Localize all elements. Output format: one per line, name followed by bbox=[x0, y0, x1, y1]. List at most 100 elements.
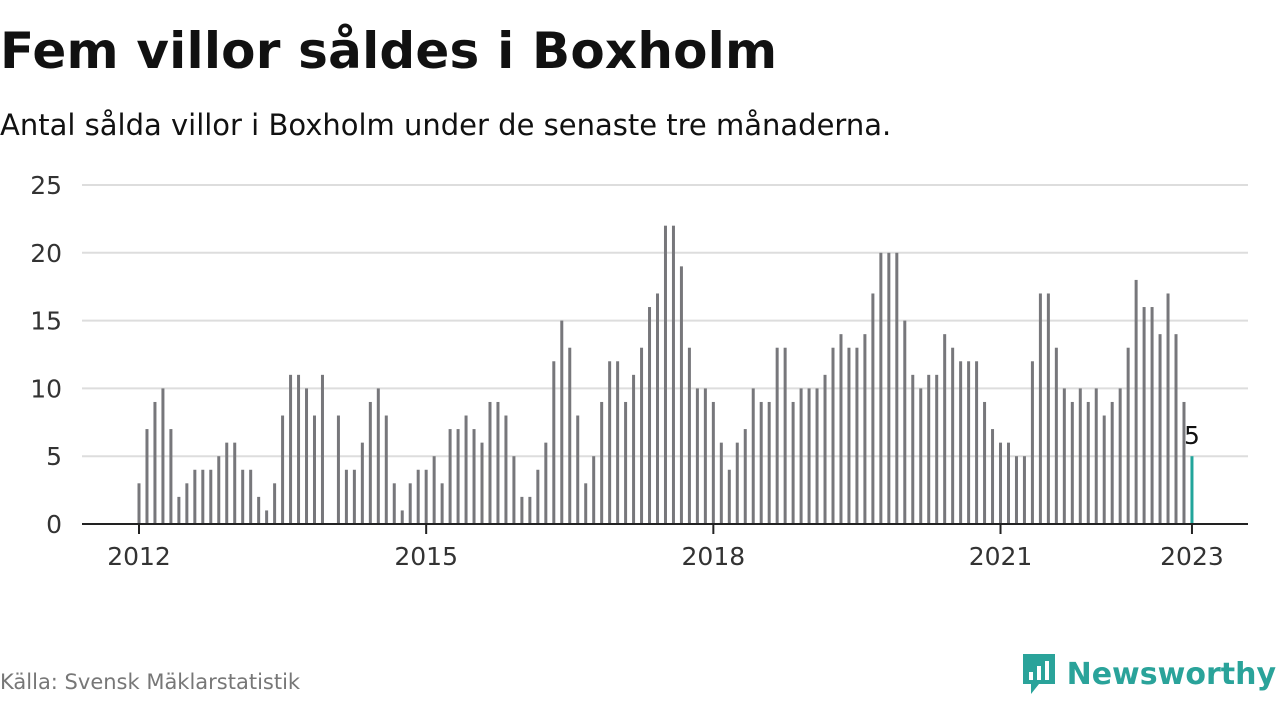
bar bbox=[400, 510, 404, 524]
x-tick-label: 2015 bbox=[394, 542, 458, 571]
bar bbox=[592, 456, 596, 524]
bar bbox=[1150, 307, 1154, 524]
bar bbox=[225, 442, 229, 524]
bar bbox=[1014, 456, 1018, 524]
bar bbox=[472, 429, 476, 524]
bar bbox=[193, 469, 197, 524]
bar bbox=[552, 361, 556, 524]
bar bbox=[895, 252, 899, 525]
bar bbox=[847, 347, 851, 524]
bar bbox=[1078, 388, 1082, 524]
bar bbox=[161, 388, 165, 524]
bar bbox=[823, 374, 827, 524]
bar bbox=[663, 225, 667, 524]
bar bbox=[703, 388, 707, 524]
bar bbox=[265, 510, 269, 524]
bar bbox=[584, 483, 588, 524]
bar bbox=[145, 429, 149, 524]
bar bbox=[919, 388, 923, 524]
bar bbox=[496, 401, 500, 524]
bar bbox=[560, 320, 564, 524]
bar bbox=[536, 469, 540, 524]
bar bbox=[1022, 456, 1026, 524]
bar bbox=[927, 374, 931, 524]
y-tick-label: 15 bbox=[30, 307, 62, 336]
bar-chart: 0 5 10 15 20 25 2012 2015 2018 2021 2023 5 bbox=[30, 171, 1248, 571]
bar bbox=[767, 401, 771, 524]
highlight-data-label: 5 bbox=[1184, 421, 1200, 450]
bar bbox=[1126, 347, 1130, 524]
bar bbox=[209, 469, 213, 524]
bar bbox=[312, 415, 316, 524]
y-tick-label: 5 bbox=[46, 442, 62, 471]
bar bbox=[408, 483, 412, 524]
bar bbox=[297, 374, 301, 524]
bar bbox=[791, 401, 795, 524]
bars bbox=[137, 225, 1194, 525]
bar bbox=[257, 496, 261, 524]
bar bbox=[480, 442, 484, 524]
bar bbox=[1086, 401, 1090, 524]
bar bbox=[959, 361, 963, 524]
highlighted-bar bbox=[1190, 456, 1194, 524]
bar bbox=[432, 456, 436, 524]
bar bbox=[983, 401, 987, 524]
bar bbox=[735, 442, 739, 524]
bar bbox=[640, 347, 644, 524]
bar bbox=[807, 388, 811, 524]
bar bbox=[1102, 415, 1106, 524]
bar bbox=[855, 347, 859, 524]
bar bbox=[1174, 334, 1178, 524]
bar bbox=[201, 469, 205, 524]
chart-subtitle: Antal sålda villor i Boxholm under de se… bbox=[0, 108, 892, 142]
bar bbox=[376, 388, 380, 524]
bar bbox=[695, 388, 699, 524]
bar bbox=[935, 374, 939, 524]
bar bbox=[488, 401, 492, 524]
x-axis-ticks: 2012 2015 2018 2021 2023 bbox=[107, 524, 1224, 571]
bar bbox=[759, 401, 763, 524]
bar bbox=[352, 469, 356, 524]
bar bbox=[1118, 388, 1122, 524]
bar bbox=[273, 483, 277, 524]
bar bbox=[185, 483, 189, 524]
bar bbox=[719, 442, 723, 524]
bar bbox=[576, 415, 580, 524]
bar bbox=[608, 361, 612, 524]
bar bbox=[999, 442, 1003, 524]
bar bbox=[871, 293, 875, 524]
bar bbox=[775, 347, 779, 524]
bar bbox=[416, 469, 420, 524]
bar bbox=[863, 334, 867, 524]
x-tick-label: 2021 bbox=[969, 542, 1033, 571]
bar bbox=[241, 469, 245, 524]
bar bbox=[600, 401, 604, 524]
bar bbox=[975, 361, 979, 524]
brand-name: Newsworthy bbox=[1066, 656, 1276, 692]
bar bbox=[1134, 279, 1138, 524]
bar bbox=[153, 401, 157, 524]
bar bbox=[528, 496, 532, 524]
bar bbox=[217, 456, 221, 524]
bar bbox=[1062, 388, 1066, 524]
bar bbox=[616, 361, 620, 524]
bar bbox=[648, 307, 652, 524]
bar bbox=[632, 374, 636, 524]
bar bbox=[344, 469, 348, 524]
bar-chart-icon bbox=[1022, 654, 1055, 694]
bar bbox=[544, 442, 548, 524]
bar bbox=[839, 334, 843, 524]
bar bbox=[137, 483, 141, 524]
bar bbox=[233, 442, 237, 524]
y-tick-label: 0 bbox=[46, 510, 62, 539]
bar bbox=[384, 415, 388, 524]
bar bbox=[1038, 293, 1042, 524]
bar bbox=[249, 469, 253, 524]
bar bbox=[424, 469, 428, 524]
x-tick-label: 2018 bbox=[682, 542, 746, 571]
bar bbox=[711, 401, 715, 524]
bar bbox=[177, 496, 181, 524]
annotations: 5 bbox=[1184, 421, 1200, 450]
bar bbox=[568, 347, 572, 524]
bar bbox=[448, 429, 452, 524]
